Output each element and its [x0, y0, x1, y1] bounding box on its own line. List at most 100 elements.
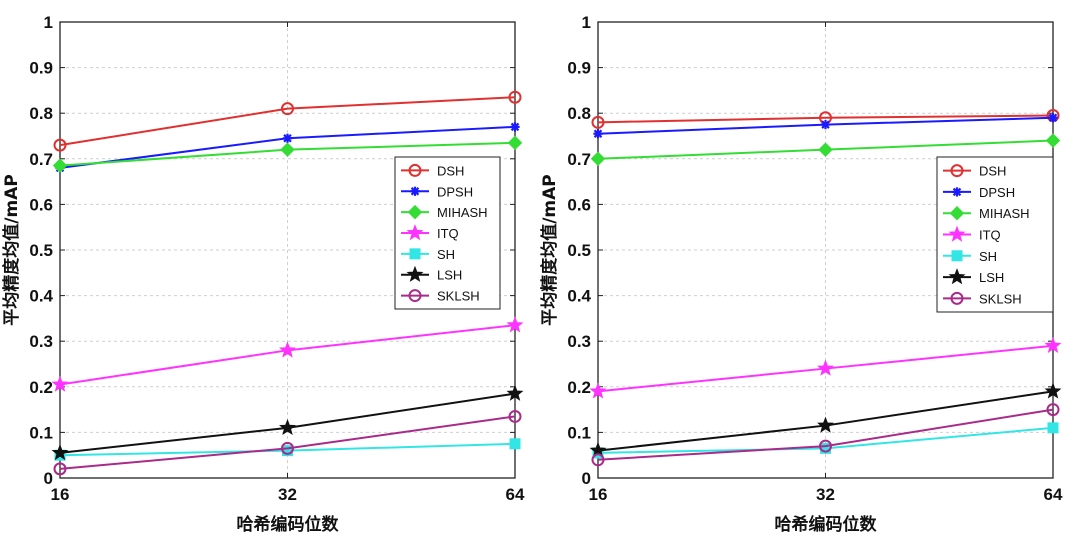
y-tick-label: 1 — [582, 13, 591, 32]
legend-item: DSH — [401, 163, 464, 178]
y-tick-label: 1 — [44, 13, 53, 32]
legend-item: SKLSH — [401, 289, 480, 304]
y-tick-label: 0.6 — [567, 195, 591, 214]
x-tick-label: 16 — [589, 485, 608, 504]
x-axis-label: 哈希编码位数 — [237, 514, 340, 535]
legend-marker — [409, 248, 421, 260]
legend-label: SH — [437, 247, 455, 262]
x-tick-label: 64 — [506, 485, 525, 504]
data-point — [593, 129, 603, 139]
legend-item: DPSH — [943, 185, 1015, 200]
y-tick-label: 0.4 — [567, 287, 591, 306]
chart-panel-1: 0 0.1 0.2 0.3 0.4 0.5 0.6 0.7 0.8 0.9 1 16 32 64 哈希编码位… — [1, 13, 525, 535]
legend-item: SH — [401, 247, 455, 262]
legend-label: MIHASH — [437, 205, 488, 220]
data-point — [52, 158, 68, 173]
y-tick-label: 0.6 — [29, 195, 53, 214]
legend-marker — [406, 224, 424, 241]
y-tick-label: 0 — [44, 469, 53, 488]
series-line — [597, 114, 1054, 124]
legend-marker — [410, 186, 420, 196]
y-tick-label: 0.1 — [29, 423, 53, 442]
y-tick-label: 0.9 — [29, 59, 53, 78]
data-point — [508, 90, 522, 104]
y-tick-label: 0.4 — [29, 287, 53, 306]
series-lsh — [589, 382, 1062, 458]
data-point — [1046, 403, 1060, 417]
x-tick-label: 32 — [278, 485, 297, 504]
series-mihash — [52, 135, 523, 173]
data-point — [819, 439, 832, 453]
data-point — [1045, 133, 1061, 148]
asterisk-stroke — [593, 129, 603, 138]
legend-marker — [406, 265, 424, 282]
y-tick-label: 0.3 — [29, 332, 53, 351]
legend-label: LSH — [437, 268, 462, 283]
y-tick-label: 0.8 — [29, 104, 53, 123]
series-line — [59, 415, 516, 470]
data-point — [506, 316, 524, 333]
y-axis-label: 平均精度均值/mAP — [539, 174, 560, 326]
legend-item: DPSH — [401, 184, 473, 199]
data-point — [509, 438, 521, 450]
legend-marker — [952, 187, 962, 197]
asterisk-stroke — [1048, 113, 1058, 122]
data-point — [817, 416, 834, 433]
y-tick-label: 0.2 — [29, 378, 53, 397]
y-tick-label: 0.7 — [567, 150, 591, 169]
data-point — [1047, 422, 1059, 434]
y-tick-label: 0.3 — [567, 332, 591, 351]
legend-label: DPSH — [979, 185, 1015, 200]
series-mihash — [590, 133, 1061, 167]
data-point — [590, 151, 606, 167]
legend-marker — [408, 289, 422, 303]
series-line — [59, 96, 516, 147]
legend-item: LSH — [943, 268, 1004, 285]
legend-label: SKLSH — [437, 289, 480, 304]
data-point — [51, 444, 69, 461]
asterisk-stroke — [283, 134, 292, 143]
legend-item: MIHASH — [943, 206, 1030, 221]
y-tick-label: 0.1 — [567, 423, 591, 442]
legend-item: ITQ — [401, 224, 459, 241]
legend-item: SH — [943, 249, 997, 264]
series-line — [597, 408, 1054, 461]
asterisk-stroke — [952, 187, 962, 197]
x-axis-label: 哈希编码位数 — [775, 514, 878, 535]
data-point — [51, 375, 69, 392]
series-sklsh — [53, 409, 522, 476]
data-point — [1044, 382, 1062, 399]
legend-item: DSH — [943, 164, 1006, 179]
legend-marker — [408, 163, 422, 177]
data-point — [589, 382, 607, 399]
legend-item: SKLSH — [943, 291, 1022, 306]
data-point — [53, 138, 67, 152]
y-tick-label: 0.5 — [29, 241, 53, 260]
y-tick-label: 0.8 — [567, 104, 591, 123]
legend-label: ITQ — [979, 228, 1001, 243]
data-point — [820, 120, 831, 130]
data-point — [1048, 113, 1058, 123]
legend-marker — [950, 291, 964, 305]
data-point — [818, 142, 833, 157]
legend-label: DSH — [979, 164, 1006, 179]
legend-marker — [948, 268, 966, 285]
data-point — [279, 418, 296, 436]
legend-label: SH — [979, 249, 997, 264]
y-tick-label: 0.7 — [29, 150, 53, 169]
series-itq — [51, 316, 524, 392]
legend: DSH DPSH MIHASH ITQ SH LSH SKLSH — [394, 156, 501, 310]
chart-panel-2: 0 0.1 0.2 0.3 0.4 0.5 0.6 0.7 0.8 0.9 1 16 32 64 哈希编码位… — [539, 13, 1063, 535]
legend-label: MIHASH — [979, 206, 1030, 221]
series-sklsh — [591, 403, 1060, 467]
data-point — [591, 453, 605, 467]
y-tick-label: 0.2 — [567, 378, 591, 397]
data-point — [507, 135, 523, 151]
legend-item: MIHASH — [401, 204, 488, 220]
asterisk-stroke — [821, 120, 830, 129]
legend-label: DPSH — [437, 184, 473, 199]
y-tick-label: 0.9 — [567, 59, 591, 78]
data-point — [53, 462, 67, 476]
data-point — [281, 441, 294, 455]
